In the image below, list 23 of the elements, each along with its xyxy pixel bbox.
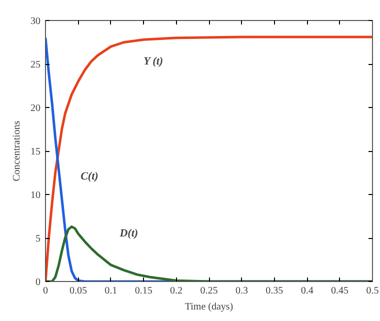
x-tick-label: 0.2 [170, 286, 183, 296]
y-tick-label: 5 [36, 234, 40, 244]
x-tick-label: 0.35 [266, 286, 284, 296]
y-tick-label: 25 [30, 60, 40, 70]
x-tick-label: 0.05 [69, 286, 87, 296]
y-axis-title: Concentrations [12, 120, 22, 182]
y-tick-label: 15 [30, 146, 40, 158]
text: D(t) [118, 227, 138, 240]
x-tick-label: 0.5 [366, 286, 379, 296]
y-tick-label: 0 [36, 277, 40, 288]
series-label: Y (t) [144, 56, 164, 68]
y-tick-label: 10 [30, 190, 40, 201]
y-tick-label: 20 [30, 103, 40, 114]
x-tick-label: 0.15 [134, 286, 152, 296]
x-tick-label: 0.45 [331, 286, 349, 296]
x-tick-label: 0 [43, 286, 48, 296]
x-tick-label: 0.3 [235, 286, 248, 296]
x-tick-label: 0.4 [300, 286, 314, 296]
x-tick-label: 0.25 [200, 286, 218, 296]
x-tick-label: 0.1 [104, 286, 118, 296]
series-label: C(t) [80, 170, 98, 182]
x-axis-title: Time (days) [184, 302, 234, 312]
y-tick-label: 30 [30, 16, 40, 27]
